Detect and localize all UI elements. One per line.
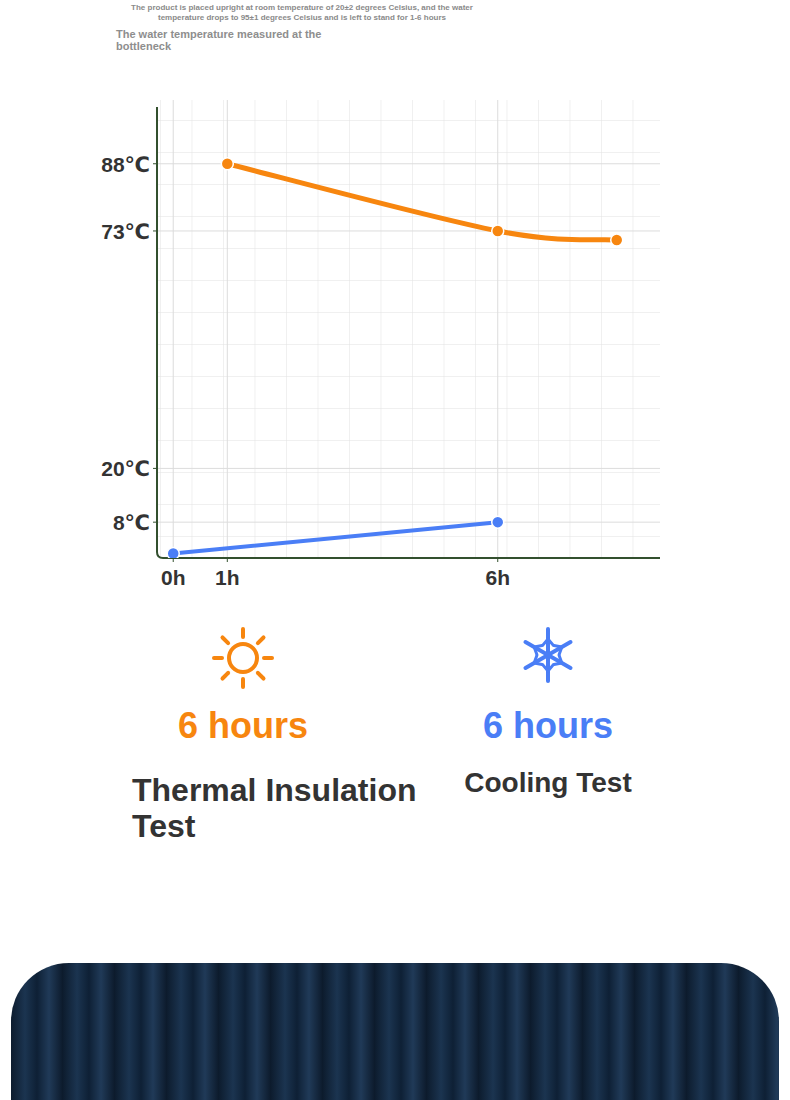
- snow-branch: [559, 647, 562, 655]
- series-line: [173, 522, 498, 553]
- y-tick: [153, 163, 157, 164]
- sun-icon: [229, 644, 257, 672]
- snow-arm: [525, 655, 548, 668]
- test-name: Thermal Insulation Test: [132, 772, 432, 844]
- point: [221, 158, 233, 170]
- snow-arm: [548, 642, 571, 655]
- duration-label: 6 hours: [93, 705, 393, 747]
- snow-branch: [534, 655, 537, 663]
- sun-ray: [222, 637, 228, 643]
- grid-line-y: [157, 230, 660, 231]
- sun-ray: [264, 656, 272, 660]
- y-tick: [153, 230, 157, 231]
- point: [167, 548, 179, 558]
- x-tick-label: 1h: [215, 566, 240, 589]
- note: The product is placed upright at room te…: [112, 3, 492, 23]
- page: {"chart_data": { "type": "line", "title"…: [0, 0, 790, 1100]
- grid-line-x: [497, 100, 498, 558]
- sun-ray: [214, 656, 222, 660]
- plot-area: [167, 158, 623, 558]
- x-tick-label: 6h: [485, 566, 510, 589]
- snow-arm: [525, 642, 548, 655]
- snow-branch: [554, 663, 562, 664]
- snow-branch: [548, 639, 553, 645]
- test-name: Cooling Test: [440, 767, 656, 799]
- y-tick-label: 8℃: [113, 511, 150, 534]
- snow-branch: [543, 665, 548, 671]
- sun-ray: [241, 629, 245, 637]
- snow-branch: [534, 646, 542, 647]
- series-line: [227, 164, 616, 240]
- grid-line-y: [157, 468, 660, 469]
- x-tick: [173, 558, 174, 562]
- sun-ray: [241, 679, 245, 687]
- x-tick: [497, 558, 498, 562]
- snow-arm: [548, 655, 571, 668]
- sun-ray: [258, 637, 264, 643]
- y-tick-label: 88℃: [101, 153, 150, 176]
- background-panel: [11, 963, 779, 1100]
- grid-background: [158, 100, 660, 557]
- sun-ray: [222, 673, 228, 679]
- y-tick: [153, 522, 157, 523]
- x-tick-label: 0h: [161, 566, 186, 589]
- y-tick-label: 73℃: [101, 220, 150, 243]
- axis-lines: [157, 107, 660, 558]
- point: [492, 516, 504, 528]
- icons: [0, 600, 790, 720]
- y-tick-label: 20℃: [101, 457, 150, 480]
- sun-ray: [258, 673, 264, 679]
- chart: 8℃ 20℃ 73℃ 88℃ 0h 1h 6h: [0, 0, 790, 620]
- point: [492, 225, 504, 237]
- point: [611, 234, 623, 246]
- x-tick: [227, 558, 228, 562]
- grid-line-x: [173, 100, 174, 558]
- chart-title: The water temperature measured at the bo…: [116, 28, 331, 52]
- grid-line-y: [157, 522, 660, 523]
- duration-label: 6 hours: [398, 705, 698, 747]
- y-tick: [153, 468, 157, 469]
